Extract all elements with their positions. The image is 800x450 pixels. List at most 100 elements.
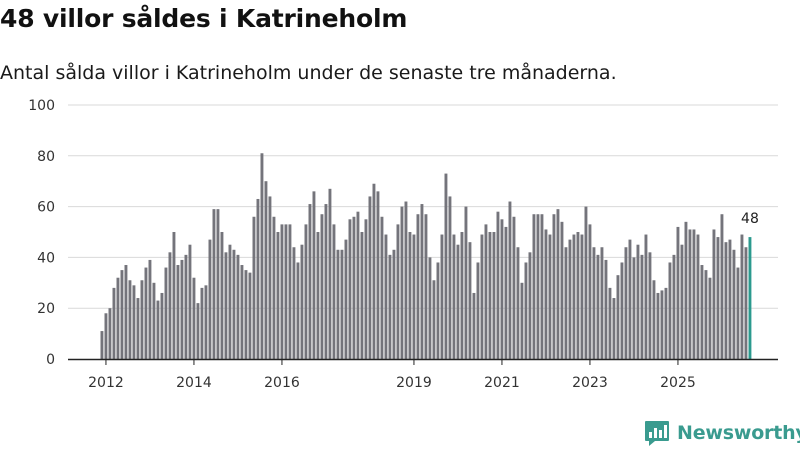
bar	[544, 229, 548, 359]
bar	[440, 234, 444, 359]
bar	[288, 224, 292, 359]
bar	[168, 252, 172, 359]
y-tick-label: 0	[46, 352, 55, 368]
chart-title: 48 villor såldes i Katrineholm	[0, 4, 408, 33]
bar	[344, 239, 348, 359]
bar	[172, 232, 176, 359]
bar	[712, 229, 716, 359]
bar	[468, 242, 472, 359]
bar	[484, 224, 488, 359]
bar	[628, 239, 632, 359]
bar	[660, 290, 664, 359]
bar	[532, 214, 536, 359]
bar	[112, 287, 116, 359]
bar	[576, 232, 580, 359]
bar	[672, 254, 676, 359]
bar	[512, 216, 516, 359]
bar	[504, 226, 508, 359]
bar	[188, 244, 192, 359]
bar	[364, 219, 368, 359]
bar	[244, 270, 248, 359]
bar	[256, 198, 260, 359]
bar	[268, 196, 272, 359]
bar	[356, 211, 360, 359]
bar	[372, 183, 376, 359]
chart-subtitle: Antal sålda villor i Katrineholm under d…	[0, 62, 617, 84]
bar	[104, 313, 108, 359]
bar	[652, 280, 656, 359]
bar	[300, 244, 304, 359]
bar	[460, 232, 464, 359]
bar	[632, 257, 636, 359]
bar	[580, 234, 584, 359]
bar	[556, 209, 560, 359]
latest-value-label: 48	[741, 211, 759, 227]
bar	[536, 214, 540, 359]
bar	[100, 331, 104, 359]
bar	[476, 262, 480, 359]
x-tick-label: 2025	[660, 375, 696, 391]
bar	[252, 216, 256, 359]
y-tick-label: 40	[37, 250, 55, 266]
bar	[716, 237, 720, 359]
bar	[664, 287, 668, 359]
bar	[228, 244, 232, 359]
bar	[276, 232, 280, 359]
bar	[636, 244, 640, 359]
bar	[108, 308, 112, 359]
bar	[508, 201, 512, 359]
bar	[588, 224, 592, 359]
bar	[380, 216, 384, 359]
bar	[184, 254, 188, 359]
bar	[224, 252, 228, 359]
bar	[180, 259, 184, 359]
x-tick-label: 2021	[484, 375, 520, 391]
bar	[520, 282, 524, 359]
newsworthy-logo-icon	[645, 421, 669, 446]
bar	[156, 300, 160, 359]
bar	[692, 229, 696, 359]
bar	[312, 191, 316, 359]
bar	[608, 287, 612, 359]
bar	[472, 292, 476, 359]
bar	[232, 249, 236, 359]
bar	[592, 247, 596, 359]
bar	[240, 265, 244, 359]
bar	[304, 224, 308, 359]
bar	[412, 234, 416, 359]
bar	[120, 270, 124, 359]
bar	[548, 234, 552, 359]
bar	[464, 206, 468, 359]
bar	[676, 226, 680, 359]
y-tick-label: 20	[37, 301, 55, 317]
bar	[680, 244, 684, 359]
bar	[272, 216, 276, 359]
bar	[524, 262, 528, 359]
bar	[540, 214, 544, 359]
bar	[348, 219, 352, 359]
bar	[308, 204, 312, 359]
bar	[404, 201, 408, 359]
bar	[284, 224, 288, 359]
x-tick-label: 2016	[264, 375, 300, 391]
bar	[616, 275, 620, 359]
bar	[196, 303, 200, 359]
bar	[408, 232, 412, 359]
bar	[620, 262, 624, 359]
y-tick-label: 80	[37, 149, 55, 165]
bar	[204, 285, 208, 359]
bar	[496, 211, 500, 359]
bar	[280, 224, 284, 359]
bar	[392, 249, 396, 359]
bar	[568, 239, 572, 359]
bar	[140, 280, 144, 359]
bar	[704, 270, 708, 359]
bar	[360, 232, 364, 359]
bar	[336, 249, 340, 359]
bar	[416, 214, 420, 359]
bar	[724, 242, 728, 359]
bar	[572, 234, 576, 359]
bar	[152, 282, 156, 359]
bar	[696, 234, 700, 359]
